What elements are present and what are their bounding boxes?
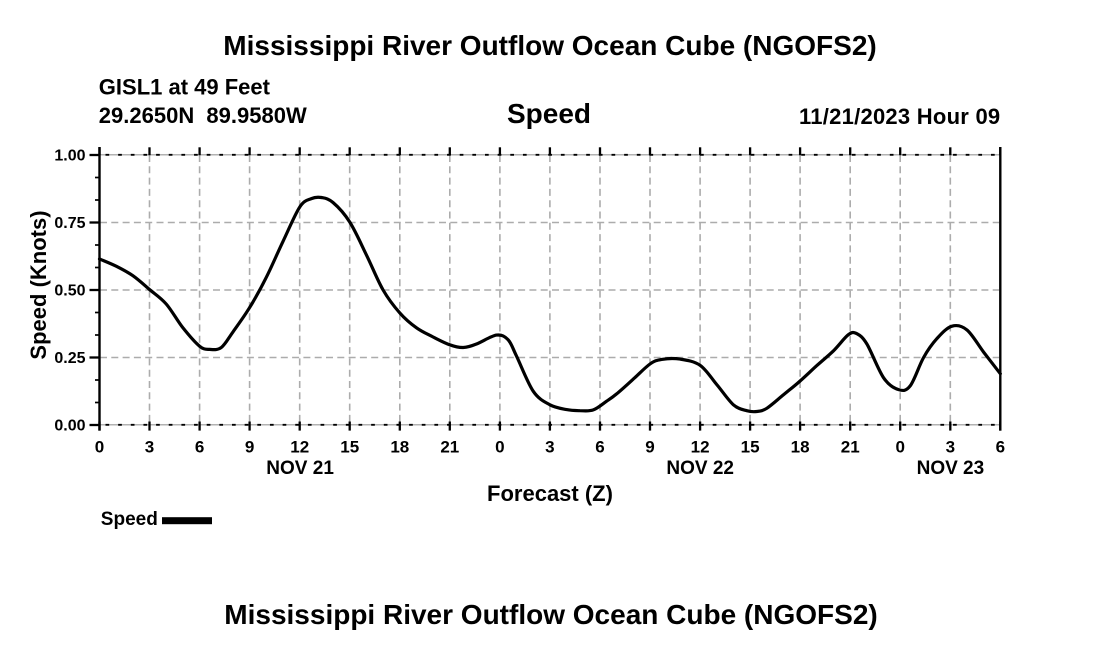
svg-text:6: 6: [996, 438, 1005, 457]
svg-text:21: 21: [841, 438, 860, 457]
svg-text:1.00: 1.00: [54, 148, 85, 165]
svg-text:0.00: 0.00: [54, 418, 85, 435]
svg-text:Mississippi River Outflow Ocea: Mississippi River Outflow Ocean Cube (NG…: [224, 599, 877, 630]
svg-text:0.75: 0.75: [54, 215, 85, 232]
svg-text:0.50: 0.50: [54, 283, 85, 300]
svg-text:0.25: 0.25: [54, 350, 85, 367]
svg-text:0: 0: [495, 438, 504, 457]
svg-text:21: 21: [440, 438, 459, 457]
svg-text:11/21/2023 Hour 09: 11/21/2023 Hour 09: [799, 104, 1000, 129]
svg-text:12: 12: [290, 438, 309, 457]
svg-text:6: 6: [595, 438, 604, 457]
svg-text:12: 12: [691, 438, 710, 457]
svg-text:NOV 22: NOV 22: [666, 458, 734, 479]
svg-text:29.2650N 89.9580W: 29.2650N 89.9580W: [99, 103, 307, 128]
svg-text:3: 3: [145, 438, 154, 457]
svg-text:Speed: Speed: [101, 509, 158, 530]
svg-text:9: 9: [245, 438, 254, 457]
svg-text:3: 3: [946, 438, 955, 457]
svg-text:NOV 23: NOV 23: [917, 458, 985, 479]
svg-text:Speed (Knots): Speed (Knots): [26, 210, 51, 359]
svg-text:6: 6: [195, 438, 204, 457]
svg-text:0: 0: [95, 438, 104, 457]
svg-text:NOV 21: NOV 21: [266, 458, 334, 479]
svg-text:Mississippi River Outflow Ocea: Mississippi River Outflow Ocean Cube (NG…: [223, 30, 876, 61]
svg-text:Forecast (Z): Forecast (Z): [487, 481, 613, 506]
svg-text:15: 15: [741, 438, 760, 457]
svg-text:18: 18: [390, 438, 409, 457]
svg-text:18: 18: [791, 438, 810, 457]
svg-text:9: 9: [645, 438, 654, 457]
svg-text:3: 3: [545, 438, 554, 457]
svg-text:15: 15: [340, 438, 359, 457]
svg-text:0: 0: [895, 438, 904, 457]
svg-text:Speed: Speed: [507, 98, 591, 129]
svg-text:GISL1 at 49 Feet: GISL1 at 49 Feet: [99, 75, 271, 100]
